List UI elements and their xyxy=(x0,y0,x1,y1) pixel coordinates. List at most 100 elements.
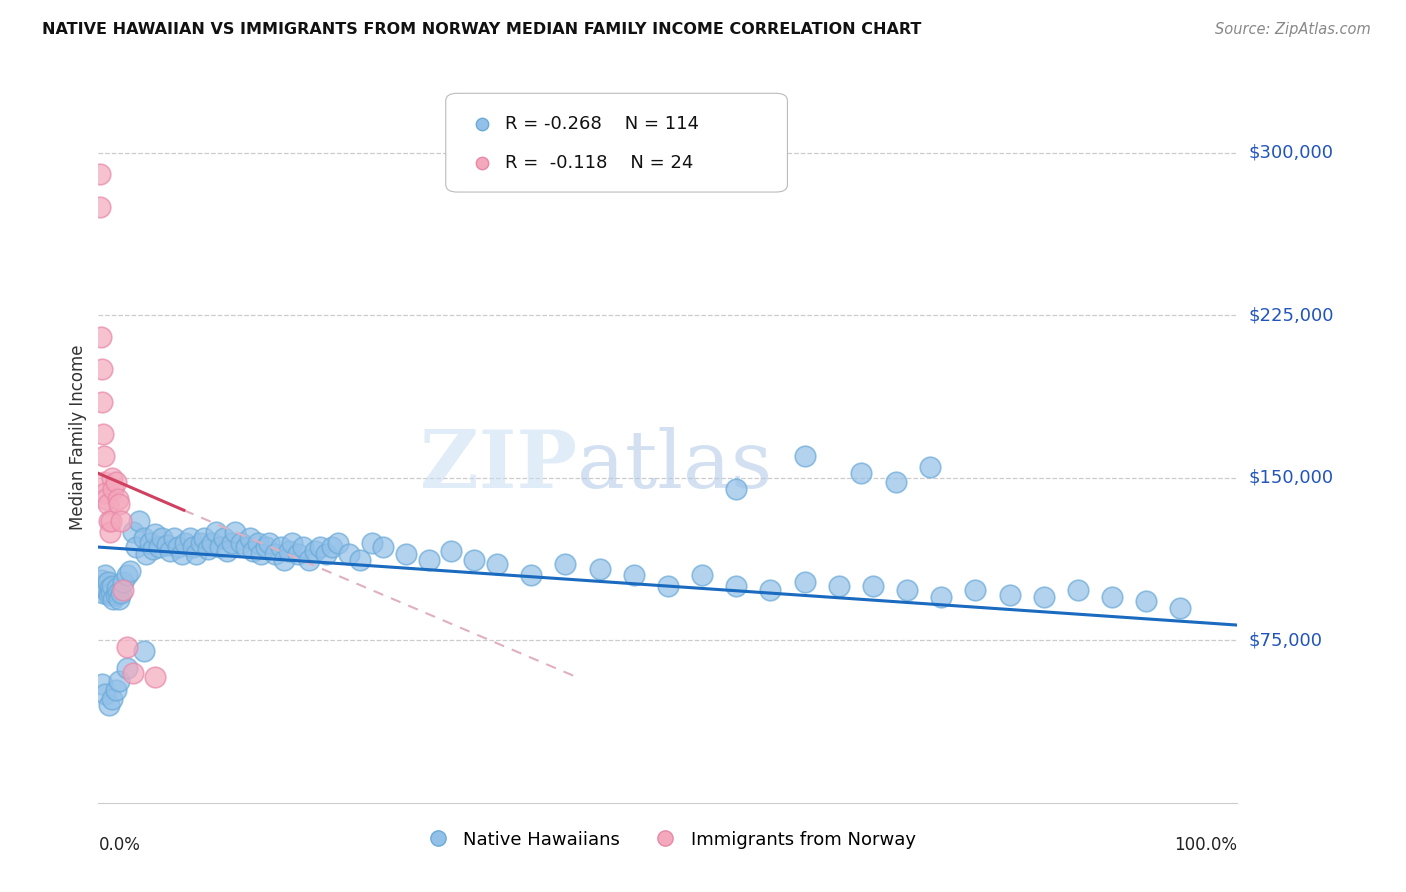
Point xyxy=(97,588,120,602)
Point xyxy=(167,540,190,554)
Point xyxy=(97,514,120,528)
Point xyxy=(1170,600,1192,615)
Point xyxy=(186,547,208,561)
Point xyxy=(212,532,235,546)
Text: 100.0%: 100.0% xyxy=(1174,836,1237,854)
Point xyxy=(145,527,167,541)
Point xyxy=(321,540,343,554)
Point xyxy=(142,542,165,557)
Point xyxy=(554,558,576,572)
Point xyxy=(623,568,645,582)
Point xyxy=(112,583,135,598)
Point xyxy=(101,471,124,485)
Point xyxy=(103,482,125,496)
Point xyxy=(115,640,138,654)
Point xyxy=(250,547,273,561)
Point xyxy=(104,588,127,602)
Point xyxy=(100,514,122,528)
Point xyxy=(918,459,941,474)
Point xyxy=(862,579,884,593)
Text: Source: ZipAtlas.com: Source: ZipAtlas.com xyxy=(1215,22,1371,37)
Point xyxy=(89,200,111,214)
Point xyxy=(100,585,122,599)
Point xyxy=(190,535,212,549)
Point xyxy=(224,524,246,539)
Point xyxy=(277,544,299,558)
Point xyxy=(93,579,115,593)
Point xyxy=(135,547,157,561)
Point xyxy=(94,688,117,702)
Point xyxy=(90,579,112,593)
Point xyxy=(94,486,117,500)
Point xyxy=(89,167,111,181)
Point xyxy=(828,579,851,593)
Point xyxy=(463,553,485,567)
Point xyxy=(90,395,112,409)
Point xyxy=(395,547,418,561)
Point xyxy=(170,547,193,561)
Point xyxy=(98,524,121,539)
Text: NATIVE HAWAIIAN VS IMMIGRANTS FROM NORWAY MEDIAN FAMILY INCOME CORRELATION CHART: NATIVE HAWAIIAN VS IMMIGRANTS FROM NORWA… xyxy=(42,22,921,37)
Point xyxy=(98,581,121,595)
Point xyxy=(201,535,224,549)
Point xyxy=(90,330,112,344)
Point xyxy=(851,467,873,481)
Point xyxy=(193,532,215,546)
Text: $150,000: $150,000 xyxy=(1249,468,1333,487)
Point xyxy=(104,683,127,698)
Point xyxy=(440,544,463,558)
Point xyxy=(259,535,281,549)
Legend: Native Hawaiians, Immigrants from Norway: Native Hawaiians, Immigrants from Norway xyxy=(413,823,922,856)
Point xyxy=(132,532,155,546)
Point xyxy=(96,497,118,511)
Point xyxy=(254,540,277,554)
Point xyxy=(1135,594,1157,608)
Point xyxy=(150,532,173,546)
Point xyxy=(105,581,128,595)
Point xyxy=(349,553,371,567)
Point xyxy=(235,540,257,554)
Point xyxy=(91,427,114,442)
Point xyxy=(371,540,394,554)
Point xyxy=(1032,590,1054,604)
Point xyxy=(197,542,219,557)
Point xyxy=(103,592,125,607)
Text: 0.0%: 0.0% xyxy=(98,836,141,854)
Point xyxy=(101,579,124,593)
Point xyxy=(115,568,138,582)
Point xyxy=(159,544,181,558)
Point xyxy=(108,674,131,689)
Point xyxy=(108,592,131,607)
Point xyxy=(471,796,494,810)
Point xyxy=(998,588,1021,602)
Point xyxy=(97,698,120,713)
Point xyxy=(965,583,987,598)
Point xyxy=(148,540,170,554)
Point xyxy=(93,449,115,463)
Point xyxy=(121,665,143,680)
Point xyxy=(125,540,148,554)
Point xyxy=(107,492,129,507)
Point xyxy=(204,524,226,539)
Point xyxy=(108,497,131,511)
Point xyxy=(725,579,748,593)
Point xyxy=(270,540,292,554)
Point xyxy=(104,475,127,489)
Point xyxy=(138,535,160,549)
Point xyxy=(264,547,287,561)
Point xyxy=(156,538,179,552)
Point xyxy=(179,532,201,546)
Point xyxy=(337,547,360,561)
Point xyxy=(110,514,132,528)
Point xyxy=(418,553,440,567)
Point xyxy=(101,691,124,706)
Point xyxy=(471,796,494,810)
Y-axis label: Median Family Income: Median Family Income xyxy=(69,344,87,530)
Point xyxy=(96,492,118,507)
Point xyxy=(209,540,232,554)
Point xyxy=(229,535,252,549)
Text: atlas: atlas xyxy=(576,427,772,506)
Point xyxy=(246,535,269,549)
Point xyxy=(304,544,326,558)
Point xyxy=(96,574,118,589)
